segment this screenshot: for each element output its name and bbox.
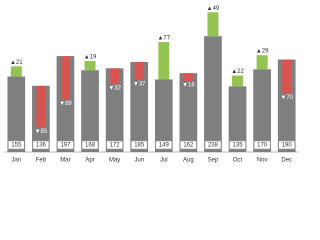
bar xyxy=(179,73,198,152)
value-box xyxy=(81,140,99,150)
value-box xyxy=(106,140,123,150)
variance-bar xyxy=(256,55,268,70)
variance-label: ▲22 xyxy=(231,69,244,75)
bar xyxy=(7,76,26,152)
variance-bar xyxy=(183,73,193,81)
x-tick-label: Oct xyxy=(233,158,243,164)
x-tick-label: Aug xyxy=(183,158,194,164)
bar xyxy=(253,69,271,152)
variance-bar xyxy=(110,68,120,84)
x-tick-label: Sep xyxy=(208,158,219,164)
value-label: 149 xyxy=(159,143,170,149)
value-label: 172 xyxy=(110,143,121,149)
value-label: 190 xyxy=(282,143,293,149)
value-box xyxy=(180,140,197,150)
value-label: 155 xyxy=(11,143,22,149)
x-tick-label: Nov xyxy=(257,158,268,164)
value-box xyxy=(229,140,246,150)
bar xyxy=(105,68,124,152)
value-label: 136 xyxy=(36,143,47,149)
value-box xyxy=(253,140,271,150)
value-box xyxy=(155,140,173,150)
bar xyxy=(81,70,99,152)
variance-label: ▲77 xyxy=(157,36,170,42)
value-label: 185 xyxy=(134,143,145,149)
bar xyxy=(228,86,247,152)
value-label: 170 xyxy=(257,143,268,149)
value-box xyxy=(57,140,74,150)
variance-bar xyxy=(158,42,170,80)
x-tick-label: Jul xyxy=(160,158,168,164)
x-tick-label: May xyxy=(109,158,120,164)
variance-label: ▼32 xyxy=(108,85,121,91)
value-label: 168 xyxy=(85,143,96,149)
variance-bar xyxy=(207,12,219,37)
x-tick-label: Apr xyxy=(85,158,94,164)
value-box xyxy=(7,140,25,150)
x-tick-label: Dec xyxy=(281,158,292,164)
variance-label: ▼16 xyxy=(182,83,195,89)
x-tick-label: Jan xyxy=(11,158,21,164)
variance-bar xyxy=(61,56,70,100)
value-box xyxy=(130,140,148,150)
variance-label: ▼85 xyxy=(35,129,48,135)
variance-label: ▲49 xyxy=(207,6,220,12)
variance-label: ▼37 xyxy=(133,82,146,88)
x-tick-label: Mar xyxy=(60,158,70,164)
variance-label: ▼70 xyxy=(280,95,293,101)
chart: ▲21 155 Jan ▼85 136 Feb ▼89 197 Mar ▲19 168 Apr ▼32 1… xyxy=(4,6,299,164)
variance-label: ▲29 xyxy=(256,49,269,55)
value-box xyxy=(32,140,50,150)
variance-bar xyxy=(134,61,144,80)
variance-bar xyxy=(84,60,96,71)
value-label: 197 xyxy=(60,143,71,149)
x-tick-label: Jun xyxy=(134,158,144,164)
value-label: 238 xyxy=(208,143,219,149)
variance-bar xyxy=(232,75,244,87)
variance-bar xyxy=(282,59,292,94)
x-tick-label: Feb xyxy=(36,158,47,164)
value-box xyxy=(204,140,222,150)
variance-label: ▲21 xyxy=(10,60,23,66)
bar xyxy=(130,61,149,152)
value-label: 135 xyxy=(233,143,244,149)
variance-label: ▼89 xyxy=(59,101,72,107)
variance-bar xyxy=(36,85,46,128)
variance-label: ▲19 xyxy=(84,55,97,61)
value-box xyxy=(278,140,296,150)
variance-bar xyxy=(10,66,22,77)
value-label: 162 xyxy=(183,143,194,149)
bar xyxy=(204,36,222,152)
bar xyxy=(154,79,173,152)
